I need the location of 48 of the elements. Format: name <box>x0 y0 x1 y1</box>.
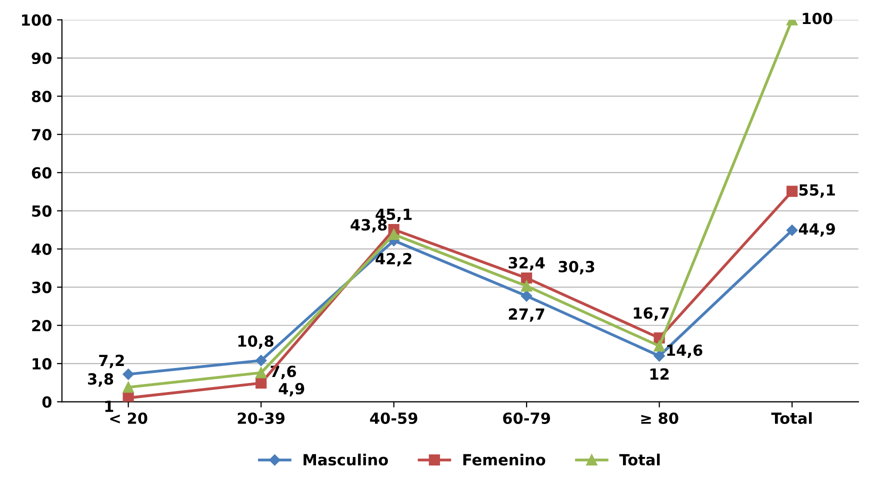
y-tick-label: 80 <box>32 90 52 102</box>
point <box>520 290 532 302</box>
point <box>122 392 134 402</box>
point <box>256 367 267 378</box>
point <box>521 280 532 292</box>
y-tick-label: 0 <box>42 396 52 408</box>
point <box>786 186 798 197</box>
y-tick-label: 40 <box>32 243 52 256</box>
point <box>255 354 267 366</box>
y-tick-label: 10 <box>32 358 52 370</box>
y-tick-label: 70 <box>32 128 52 140</box>
x-tick-label: ≥ 80 <box>641 412 678 424</box>
y-tick-label: 90 <box>32 52 52 64</box>
data-label: 4,9 <box>278 382 304 396</box>
x-tick-label: < 20 <box>110 412 148 424</box>
y-tick-label: 30 <box>32 282 52 294</box>
data-label: 100 <box>802 12 832 24</box>
point <box>654 340 665 352</box>
legend-label: Femenino <box>463 454 546 466</box>
data-label: 12 <box>650 368 669 380</box>
y-tick-label: 50 <box>32 205 52 217</box>
y-tick-label: 60 <box>32 167 52 179</box>
data-label: 16,7 <box>634 307 669 321</box>
data-label: 30,3 <box>558 260 594 274</box>
data-label: 44,9 <box>798 223 835 237</box>
point <box>654 350 665 362</box>
legend-label: Total <box>619 454 660 466</box>
point <box>388 228 400 240</box>
y-tick-label: 100 <box>22 14 52 26</box>
data-label: 7,2 <box>99 354 124 368</box>
data-label: 42,2 <box>376 252 412 266</box>
data-label: 3,8 <box>88 373 114 387</box>
x-tick-label: Total <box>771 412 812 424</box>
point <box>122 382 134 393</box>
x-tick-label: 60-79 <box>503 412 550 424</box>
point <box>786 224 798 236</box>
x-tick-label: 20-39 <box>238 412 285 424</box>
point <box>521 272 532 284</box>
point <box>256 377 267 389</box>
data-label: 14,6 <box>667 344 702 358</box>
point <box>122 368 134 380</box>
data-label: 10,8 <box>238 335 274 349</box>
y-tick-label: 20 <box>32 320 52 332</box>
data-label: 27,7 <box>508 308 544 322</box>
data-label: 32,4 <box>508 257 545 271</box>
data-label: 55,1 <box>799 184 835 198</box>
x-tick-label: 40-59 <box>370 412 418 424</box>
legend-label: Masculino <box>304 454 388 466</box>
